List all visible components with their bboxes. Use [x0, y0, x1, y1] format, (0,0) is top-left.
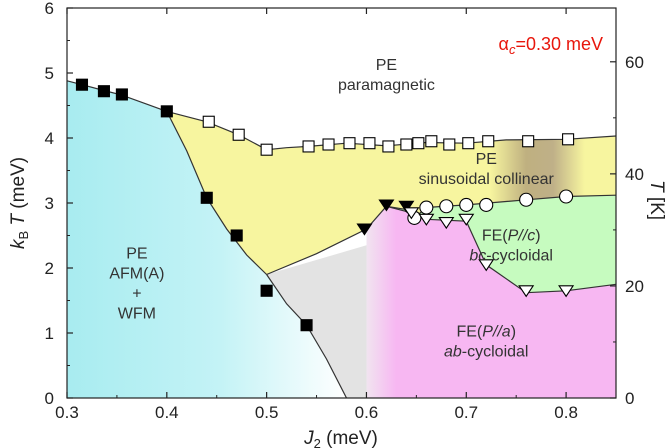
y-right-tick-label: 0 — [625, 389, 634, 408]
y-axis-left: 0 1 2 3 4 5 6 — [45, 0, 73, 408]
region-label-fe-ab: FE(P//a) ab-cycloidal — [444, 323, 528, 360]
alpha-c-annotation: αc=0.30 meV — [499, 34, 603, 57]
data-point-circle-open — [419, 200, 434, 215]
x-tick-label: 0.3 — [55, 403, 79, 422]
data-point-square-filled — [97, 85, 110, 98]
region-labels: PE paramagnetic PE AFM(A) + WFM PE sinusoidal c… — [109, 57, 554, 361]
y-axis-title-right: T [K] — [646, 180, 667, 220]
alpha-symbol: α — [499, 34, 509, 54]
data-point-triangle-down-filled — [398, 200, 415, 213]
y-right-tick-label: 60 — [625, 53, 644, 72]
data-point-square-open — [260, 143, 273, 156]
region-label-line: WFM — [118, 305, 156, 322]
data-point-square-open — [363, 137, 376, 150]
region-label-pe-sinusoidal: PE sinusoidal collinear — [419, 151, 555, 188]
region-afm — [67, 80, 347, 398]
x-axis-title: J2 (meV) — [303, 428, 378, 448]
data-point-circle-open — [479, 197, 494, 212]
data-point-square-filled — [75, 78, 89, 91]
region-label-fe-bc: FE(P//c) bc-cycloidal — [469, 228, 553, 265]
alpha-value: =0.30 meV — [515, 34, 603, 54]
region-label-line: FE(P//a) — [456, 323, 516, 340]
data-point-triangle-down-open — [558, 285, 575, 298]
data-point-square-filled — [200, 191, 213, 204]
region-label-line: paramagnetic — [338, 77, 435, 94]
region-label-line: PE — [376, 57, 397, 74]
region-crossover — [266, 245, 367, 398]
region-label-line: FE(P//c) — [482, 228, 541, 245]
data-point-square-open — [232, 128, 245, 141]
boundary-afm-sinusoidal — [166, 111, 268, 275]
region-ab-cycloidal — [366, 206, 616, 398]
data-point-triangle-down-open — [403, 207, 420, 220]
region-label-line: sinusoidal collinear — [419, 171, 555, 188]
data-point-triangle-down-open — [518, 285, 535, 298]
data-point-square-filled — [260, 284, 273, 297]
data-point-square-open — [425, 135, 438, 148]
region-label-pe-paramagnetic: PE paramagnetic — [338, 57, 435, 94]
x-tick-label: 0.7 — [454, 403, 478, 422]
svg-text:T [K]: T [K] — [646, 180, 667, 220]
x-axis: 0.3 0.4 0.5 0.6 0.7 0.8 — [55, 8, 617, 422]
region-label-line: + — [132, 285, 141, 302]
data-point-square-open — [482, 135, 495, 148]
y-tick-label: 6 — [45, 0, 54, 18]
data-point-square-filled — [115, 88, 128, 101]
x-tick-label: 0.4 — [155, 403, 179, 422]
x-tick-label: 0.8 — [554, 403, 578, 422]
alpha-subscript: c — [509, 42, 516, 57]
phase-regions — [67, 80, 616, 398]
data-point-triangle-down-filled — [356, 223, 373, 236]
data-point-square-open — [443, 138, 456, 151]
data-point-square-filled — [160, 105, 173, 118]
data-point-square-open — [562, 133, 575, 146]
region-label-pe-afm: PE AFM(A) + WFM — [109, 245, 164, 322]
y-tick-label: 4 — [45, 129, 54, 148]
region-sinusoidal — [166, 111, 616, 275]
region-label-line: PE — [476, 151, 497, 168]
data-point-square-filled — [230, 229, 243, 242]
y-right-tick-label: 20 — [625, 277, 644, 296]
region-label-line: bc-cycloidal — [469, 248, 553, 265]
data-point-circle-open — [459, 197, 474, 212]
y-tick-label: 3 — [45, 194, 54, 213]
data-point-triangle-down-open — [438, 217, 455, 230]
y-tick-label: 0 — [45, 389, 54, 408]
data-point-square-open — [382, 140, 395, 153]
region-label-line: AFM(A) — [109, 265, 164, 282]
data-point-triangle-down-filled — [378, 199, 395, 212]
data-point-triangle-down-open — [478, 259, 495, 272]
data-point-square-open — [202, 115, 215, 128]
data-point-square-open — [412, 137, 425, 150]
y-axis-right: 0 20 40 60 — [610, 53, 644, 408]
x-tick-label: 0.5 — [255, 403, 279, 422]
data-point-triangle-down-open — [458, 213, 475, 226]
y-right-tick-label: 40 — [625, 165, 644, 184]
data-point-circle-open — [519, 192, 534, 207]
data-point-circle-open — [439, 199, 454, 214]
y-tick-label: 5 — [45, 64, 54, 83]
y-tick-label: 2 — [45, 259, 54, 278]
region-label-line: ab-cycloidal — [444, 343, 528, 360]
x-tick-label: 0.6 — [355, 403, 379, 422]
y-tick-label: 1 — [45, 324, 54, 343]
data-point-square-open — [302, 140, 315, 153]
data-point-square-open — [322, 138, 335, 151]
data-markers — [75, 78, 575, 332]
svg-text:kB T (meV): kB T (meV) — [8, 157, 31, 249]
data-point-square-open — [522, 135, 535, 148]
data-point-triangle-down-open — [418, 213, 435, 226]
data-point-square-open — [462, 137, 475, 150]
data-point-square-filled — [300, 319, 313, 332]
data-point-square-open — [400, 138, 413, 151]
data-point-circle-open — [559, 189, 574, 204]
data-point-square-open — [343, 137, 356, 150]
region-label-line: PE — [126, 245, 147, 262]
y-axis-title-left: kB T (meV) — [8, 157, 31, 249]
